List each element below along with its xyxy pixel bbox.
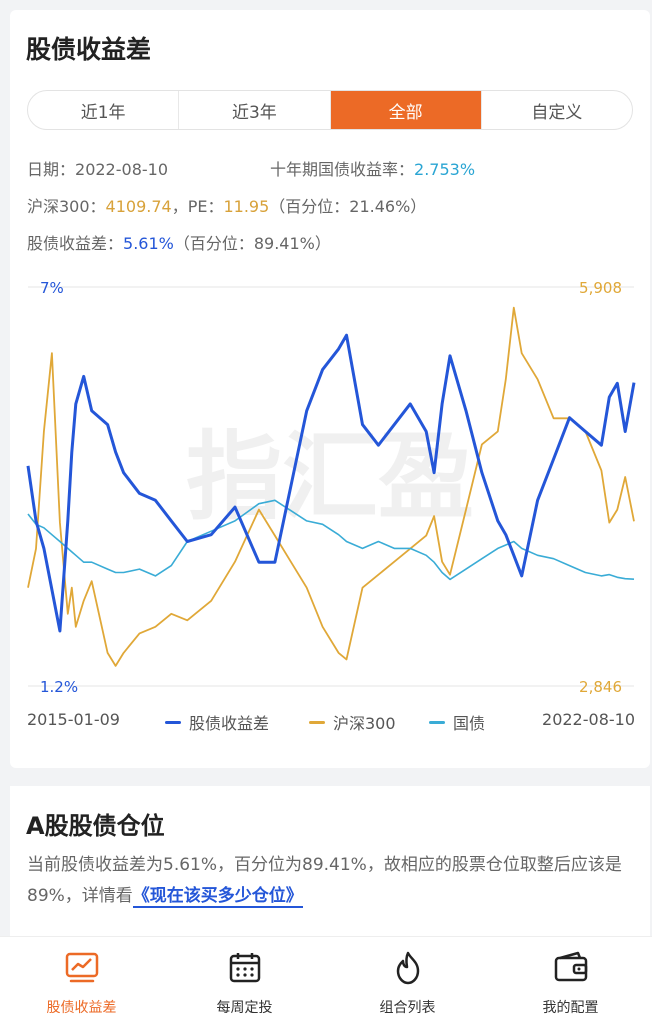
x-axis-end-date: 2022-08-10 <box>542 710 635 729</box>
left-axis-min-label: 1.2% <box>40 678 78 696</box>
pe-label: ，PE： <box>171 197 224 216</box>
time-range-tabs: 近1年 近3年 全部 自定义 <box>27 90 633 130</box>
pe-percentile: （百分位：21.46%） <box>269 197 427 216</box>
chart-card <box>10 10 650 768</box>
left-axis-max-label: 7% <box>40 279 64 297</box>
position-description: 当前股债收益差为5.61%，百分位为89.41%，故相应的股票仓位取整后应该是8… <box>27 850 637 912</box>
tab-1-year[interactable]: 近1年 <box>28 91 180 129</box>
spread-value: 5.61% <box>123 234 174 253</box>
spread-percentile: （百分位：89.41%） <box>173 234 331 253</box>
tab-all[interactable]: 全部 <box>330 91 482 129</box>
nav-label-spread: 股债收益差 <box>46 1000 117 1016</box>
legend-swatch-bond <box>429 720 445 724</box>
spread-label: 股债收益差： <box>27 234 124 253</box>
nav-label-weekly-invest: 每周定投 <box>216 1000 273 1016</box>
nav-item-spread[interactable]: 股债收益差 <box>0 937 163 1033</box>
position-text: 当前股债收益差为5.61%，百分位为89.41%，故相应的股票仓位取整后应该是8… <box>27 855 622 906</box>
bond-yield-label: 十年期国债收益率： <box>270 160 415 179</box>
spread-info: 股债收益差：5.61%（百分位：89.41%） <box>27 230 331 254</box>
legend-item-spread: 股债收益差 <box>165 710 269 734</box>
pe-value: 11.95 <box>223 197 270 216</box>
legend-label-spread: 股债收益差 <box>189 714 270 733</box>
position-card <box>10 786 650 936</box>
nav-item-my-allocation[interactable]: 我的配置 <box>489 937 652 1033</box>
legend-label-index: 沪深300 <box>333 714 396 733</box>
tab-3-years[interactable]: 近3年 <box>179 91 331 129</box>
index-label: 沪深300： <box>27 197 106 216</box>
position-article-link[interactable]: 《现在该买多少仓位》 <box>132 886 303 908</box>
legend-item-bond: 国债 <box>429 710 485 734</box>
right-axis-min-label: 2,846 <box>579 678 622 696</box>
bond-yield-value: 2.753% <box>414 160 476 179</box>
position-section-title: A股股债仓位 <box>26 812 165 840</box>
legend-swatch-index <box>309 720 325 724</box>
bond-yield-info: 十年期国债收益率：2.753% <box>270 156 475 180</box>
series-line-bond <box>27 499 635 581</box>
watermark-text: 指汇盈 <box>186 421 474 533</box>
calendar-icon <box>229 953 260 983</box>
line-chart-icon <box>65 952 98 983</box>
bottom-nav: 股债收益差 每周定投 组合列表 我的配置 <box>0 936 652 1033</box>
tab-custom[interactable]: 自定义 <box>531 102 583 123</box>
date-label: 日期： <box>27 160 76 179</box>
flame-icon <box>396 951 419 985</box>
right-axis-max-label: 5,908 <box>579 279 622 297</box>
series-line-spread <box>26 333 636 633</box>
date-info: 日期：2022-08-10 <box>27 156 168 180</box>
x-axis-start-date: 2015-01-09 <box>27 710 120 729</box>
legend-item-index: 沪深300 <box>309 710 396 734</box>
legend-swatch-spread <box>165 720 181 724</box>
nav-item-portfolio-list[interactable]: 组合列表 <box>326 937 489 1033</box>
nav-item-weekly-invest[interactable]: 每周定投 <box>163 937 326 1033</box>
index-info: 沪深300：4109.74，PE：11.95（百分位：21.46%） <box>27 193 426 217</box>
nav-label-my-allocation: 我的配置 <box>542 1000 599 1016</box>
spread-chart: 指汇盈 7% 1.2% 5,908 2,846 <box>26 279 636 696</box>
date-value: 2022-08-10 <box>75 160 168 179</box>
page-title: 股债收益差 <box>26 35 152 64</box>
chart-legend: 2015-01-09 股债收益差 沪深300 国债 2022-08-10 <box>27 710 635 734</box>
nav-label-portfolio-list: 组合列表 <box>379 1000 436 1016</box>
legend-label-bond: 国债 <box>453 714 486 733</box>
series-line-index <box>27 306 635 667</box>
wallet-icon <box>554 951 587 982</box>
index-value: 4109.74 <box>105 197 172 216</box>
